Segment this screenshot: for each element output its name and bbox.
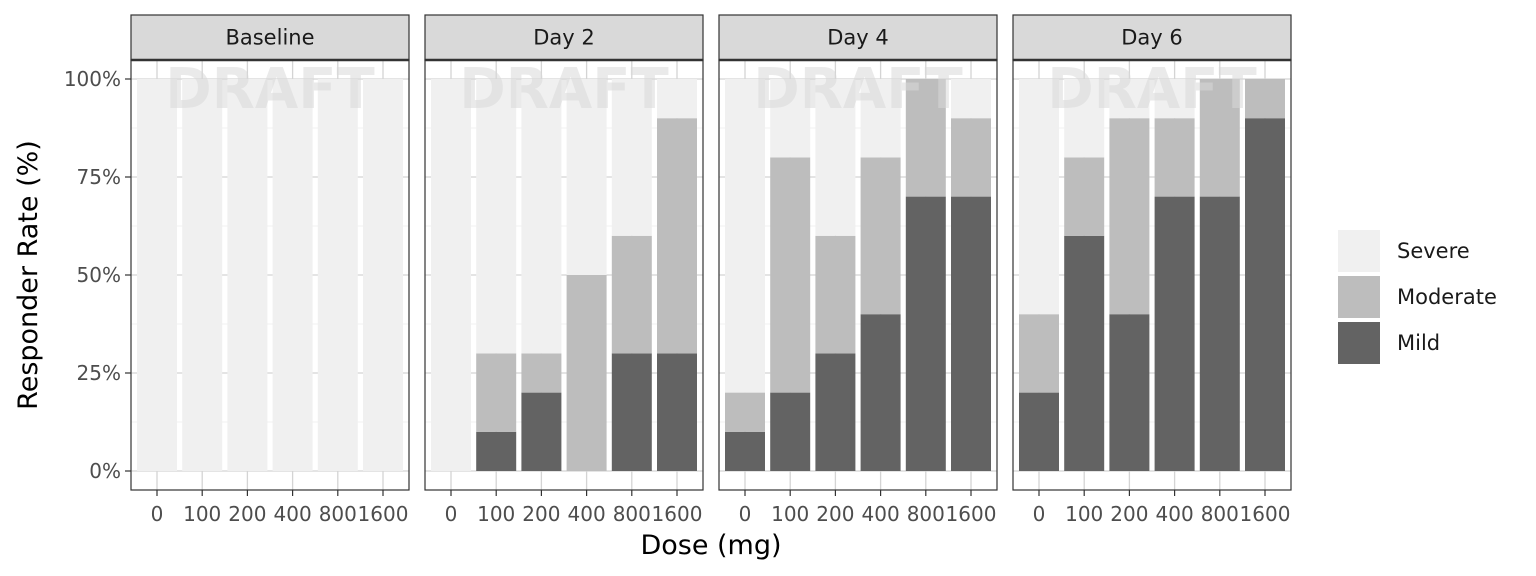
bar-moderate-800 bbox=[612, 236, 652, 354]
bar-moderate-400 bbox=[567, 275, 607, 471]
panel-day-6: Day 6 DRAFT 0 100 200 400 800 1600 bbox=[1013, 15, 1291, 526]
x-tick-label: 0 bbox=[445, 502, 458, 526]
x-tick-label: 100 bbox=[1065, 502, 1103, 526]
y-tick-label: 100% bbox=[64, 67, 121, 91]
bar-mild-800 bbox=[612, 353, 652, 471]
x-tick-label: 800 bbox=[907, 502, 945, 526]
bar-moderate-100 bbox=[476, 353, 516, 431]
bar-mild-1600 bbox=[657, 353, 697, 471]
bar-severe-400 bbox=[273, 79, 313, 471]
watermark-text: DRAFT bbox=[1047, 57, 1256, 122]
y-tick-label: 75% bbox=[77, 165, 121, 189]
y-tick-label: 0% bbox=[89, 459, 121, 483]
panel-day-4: Day 4 DRAFT 0 100 200 400 800 1600 bbox=[719, 15, 997, 526]
legend-label-severe: Severe bbox=[1397, 239, 1470, 263]
facet-strip-label: Day 4 bbox=[827, 26, 889, 50]
bar-mild-400 bbox=[1155, 197, 1195, 471]
bar-mild-800 bbox=[1200, 197, 1240, 471]
x-tick-label: 200 bbox=[1110, 502, 1148, 526]
bar-severe-0 bbox=[431, 79, 471, 471]
bar-moderate-0 bbox=[1019, 314, 1059, 392]
bar-mild-1600 bbox=[951, 197, 991, 471]
x-tick-label: 400 bbox=[862, 502, 900, 526]
x-tick-label: 400 bbox=[568, 502, 606, 526]
bar-moderate-100 bbox=[770, 157, 810, 392]
facet-strip-label: Day 2 bbox=[533, 26, 595, 50]
bar-moderate-400 bbox=[1155, 118, 1195, 196]
legend-key-severe bbox=[1338, 230, 1380, 272]
x-tick-label: 800 bbox=[319, 502, 357, 526]
x-tick-label: 1600 bbox=[1240, 502, 1291, 526]
y-tick-label: 50% bbox=[77, 263, 121, 287]
x-tick-label: 800 bbox=[1201, 502, 1239, 526]
bar-severe-0 bbox=[137, 79, 177, 471]
y-axis: 0% 25% 50% 75% 100% bbox=[64, 67, 131, 483]
bar-moderate-100 bbox=[1064, 157, 1104, 235]
bar-mild-200 bbox=[521, 393, 561, 471]
x-tick-label: 400 bbox=[1156, 502, 1194, 526]
x-tick-label: 1600 bbox=[358, 502, 409, 526]
legend-key-moderate bbox=[1338, 276, 1380, 318]
bar-severe-0 bbox=[725, 79, 765, 393]
watermark-text: DRAFT bbox=[753, 57, 962, 122]
bar-severe-800 bbox=[318, 79, 358, 471]
bar-moderate-200 bbox=[521, 353, 561, 392]
legend-label-moderate: Moderate bbox=[1397, 285, 1497, 309]
bar-mild-0 bbox=[725, 432, 765, 471]
x-tick-label: 0 bbox=[1033, 502, 1046, 526]
watermark-text: DRAFT bbox=[165, 57, 374, 122]
x-tick-label: 100 bbox=[477, 502, 515, 526]
facet-strip-label: Baseline bbox=[225, 26, 314, 50]
bar-mild-0 bbox=[1019, 393, 1059, 471]
bar-moderate-200 bbox=[815, 236, 855, 354]
facet-strip-label: Day 6 bbox=[1121, 26, 1183, 50]
bar-mild-1600 bbox=[1245, 118, 1285, 471]
y-axis-title: Responder Rate (%) bbox=[13, 140, 44, 410]
bar-moderate-400 bbox=[861, 157, 901, 314]
legend-key-mild bbox=[1338, 322, 1380, 364]
bar-mild-200 bbox=[1109, 314, 1149, 471]
x-tick-label: 100 bbox=[771, 502, 809, 526]
bar-severe-100 bbox=[182, 79, 222, 471]
watermark-text: DRAFT bbox=[459, 57, 668, 122]
bar-severe-200 bbox=[227, 79, 267, 471]
panel-baseline: Baseline DRAFT 0 100 200 400 800 1600 bbox=[131, 15, 409, 526]
x-tick-label: 0 bbox=[151, 502, 164, 526]
bar-mild-400 bbox=[861, 314, 901, 471]
legend: Severe Moderate Mild bbox=[1338, 230, 1497, 364]
bar-severe-1600 bbox=[363, 79, 403, 471]
y-tick-label: 25% bbox=[77, 361, 121, 385]
x-tick-label: 400 bbox=[274, 502, 312, 526]
legend-label-mild: Mild bbox=[1397, 331, 1440, 355]
x-tick-label: 1600 bbox=[946, 502, 997, 526]
bar-mild-800 bbox=[906, 197, 946, 471]
bar-moderate-200 bbox=[1109, 118, 1149, 314]
x-axis-title: Dose (mg) bbox=[640, 530, 781, 561]
bar-mild-100 bbox=[770, 393, 810, 471]
bar-moderate-0 bbox=[725, 393, 765, 432]
x-tick-label: 1600 bbox=[652, 502, 703, 526]
x-tick-label: 200 bbox=[228, 502, 266, 526]
bar-mild-200 bbox=[815, 353, 855, 471]
bar-mild-100 bbox=[1064, 236, 1104, 471]
x-tick-label: 200 bbox=[522, 502, 560, 526]
bar-moderate-1600 bbox=[951, 118, 991, 196]
bar-moderate-1600 bbox=[657, 118, 697, 353]
x-tick-label: 800 bbox=[613, 502, 651, 526]
panel-day-2: Day 2 DRAFT 0 100 200 400 800 1600 bbox=[425, 15, 703, 526]
bar-mild-100 bbox=[476, 432, 516, 471]
x-tick-label: 0 bbox=[739, 502, 752, 526]
x-tick-label: 200 bbox=[816, 502, 854, 526]
x-tick-label: 100 bbox=[183, 502, 221, 526]
